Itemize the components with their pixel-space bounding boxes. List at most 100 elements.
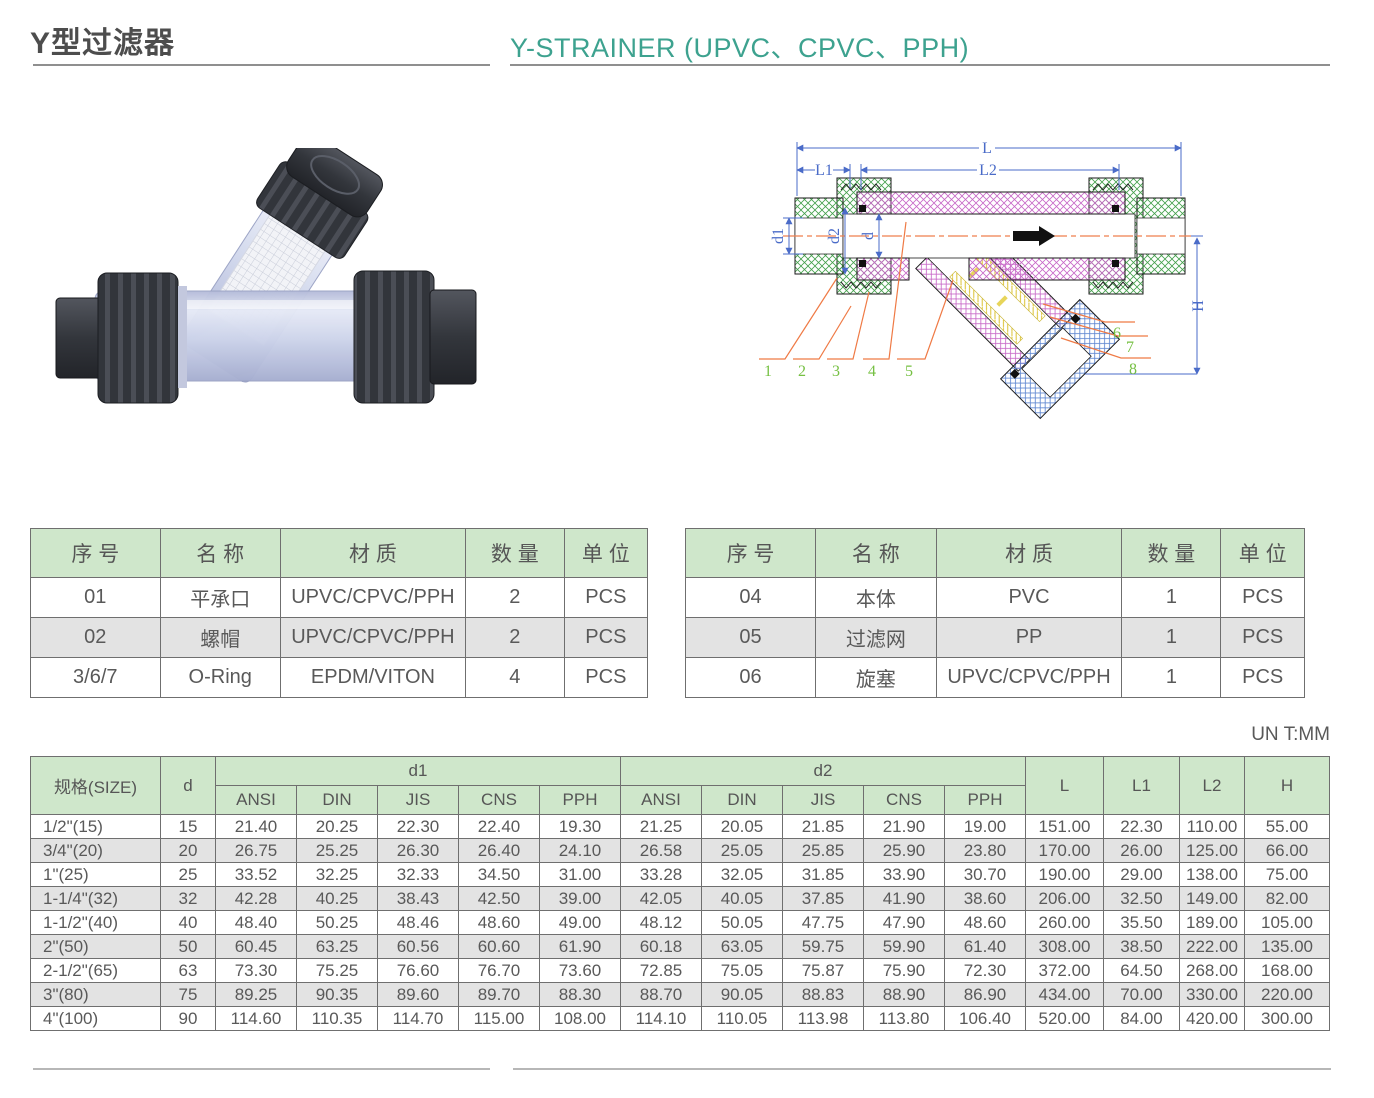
product-photo — [55, 148, 477, 404]
value-cell: 63.05 — [701, 934, 783, 959]
value-cell: 108.00 — [539, 1006, 621, 1031]
col-header-L1: L1 — [1103, 756, 1180, 815]
value-cell: UPVC/CPVC/PPH — [279, 577, 466, 618]
value-cell: 82.00 — [1244, 886, 1330, 911]
value-cell: 135.00 — [1244, 934, 1330, 959]
value-cell: PCS — [1220, 657, 1305, 698]
value-cell: 89.60 — [377, 982, 459, 1007]
value-cell: 32.50 — [1103, 886, 1180, 911]
dim-label-L1: L1 — [815, 162, 833, 179]
value-cell: 1 — [1121, 657, 1222, 698]
parts-right-body: 04 本体 PVC 1 PCS 05 过滤网 PP 1 PCS 06 旋塞 UPVC/CPVC/PPH 1… — [685, 577, 1305, 698]
value-cell: 20.05 — [701, 814, 783, 839]
table-row: 1-1/2"(40) 40 48.40 50.25 48.46 48.60 49.00 48.… — [30, 910, 1330, 935]
value-cell: UPVC/CPVC/PPH — [279, 617, 466, 658]
value-cell: 32 — [160, 886, 216, 911]
value-cell: 21.90 — [863, 814, 945, 839]
value-cell: 86.90 — [944, 982, 1026, 1007]
value-cell: 37.85 — [782, 886, 864, 911]
value-cell: 22.40 — [458, 814, 540, 839]
value-cell: 22.30 — [377, 814, 459, 839]
value-cell: 25 — [160, 862, 216, 887]
value-cell: 151.00 — [1025, 814, 1104, 839]
title-underline-right — [510, 64, 1330, 66]
value-cell: 268.00 — [1179, 958, 1245, 983]
parts-table-left: 序 号 名 称 材 质 数 量 单 位 01 平承口 UPVC/CPVC/PPH 2 P… — [30, 528, 649, 698]
value-cell: 75 — [160, 982, 216, 1007]
value-cell: 75.00 — [1244, 862, 1330, 887]
value-cell: 过滤网 — [814, 617, 937, 658]
value-cell: 21.25 — [620, 814, 702, 839]
value-cell: PCS — [563, 617, 649, 658]
row-label-cell: 04 — [685, 577, 816, 618]
row-label-cell: 2-1/2"(65) — [30, 958, 161, 983]
parts-left-body: 01 平承口 UPVC/CPVC/PPH 2 PCS 02 螺帽 UPVC/CPVC/PPH 2… — [30, 577, 649, 698]
value-cell: 48.40 — [215, 910, 297, 935]
title-underline-left — [33, 64, 490, 66]
value-cell: 螺帽 — [159, 617, 281, 658]
value-cell: PCS — [563, 577, 649, 618]
col-header-unit: 单 位 — [1220, 528, 1305, 578]
col-header-size: 规格(SIZE) — [30, 756, 161, 815]
table-row: 02 螺帽 UPVC/CPVC/PPH 2 PCS — [30, 617, 649, 658]
unit-note: UN T:MM — [1251, 724, 1330, 745]
value-cell: 50 — [160, 934, 216, 959]
row-label-cell: 05 — [685, 617, 816, 658]
value-cell: 1 — [1121, 617, 1222, 658]
value-cell: 32.25 — [296, 862, 378, 887]
value-cell: 149.00 — [1179, 886, 1245, 911]
value-cell: 206.00 — [1025, 886, 1104, 911]
dim-label-L: L — [982, 140, 992, 157]
value-cell: 106.40 — [944, 1006, 1026, 1031]
value-cell: 90 — [160, 1006, 216, 1031]
table-row: 2-1/2"(65) 63 73.30 75.25 76.60 76.70 73.60 72.… — [30, 958, 1330, 983]
value-cell: 21.40 — [215, 814, 297, 839]
value-cell: 88.70 — [620, 982, 702, 1007]
col-header-d1-ansi: ANSI — [215, 785, 297, 815]
dims-standards-header-row: ANSI DIN JIS CNS PPH ANSI DIN JIS CNS PP… — [31, 785, 1330, 815]
col-header-d2-pph: PPH — [944, 785, 1026, 815]
value-cell: 15 — [160, 814, 216, 839]
technical-diagram: L L1 L2 d1 d2 d H 1 2 3 4 5 6 7 8 — [759, 140, 1207, 420]
filter-screen — [949, 270, 1023, 345]
value-cell: PCS — [1220, 577, 1305, 618]
value-cell: 222.00 — [1179, 934, 1245, 959]
value-cell: 26.75 — [215, 838, 297, 863]
value-cell: 2 — [464, 617, 565, 658]
right-union-nut — [353, 270, 435, 404]
footer-rule-right — [513, 1068, 1331, 1070]
col-header-number: 序 号 — [30, 528, 161, 578]
value-cell: 21.85 — [782, 814, 864, 839]
value-cell: 32.33 — [377, 862, 459, 887]
value-cell: 42.28 — [215, 886, 297, 911]
value-cell: 113.98 — [782, 1006, 864, 1031]
value-cell: 70.00 — [1103, 982, 1180, 1007]
col-header-unit: 单 位 — [563, 528, 649, 578]
value-cell: 89.25 — [215, 982, 297, 1007]
table-row: 1"(25) 25 33.52 32.25 32.33 34.50 31.00 33.28 32… — [30, 862, 1330, 887]
value-cell: 1 — [1121, 577, 1222, 618]
page-title-english: Y-STRAINER (UPVC、CPVC、PPH) — [510, 33, 970, 63]
col-header-name: 名 称 — [814, 528, 937, 578]
value-cell: 372.00 — [1025, 958, 1104, 983]
row-label-cell: 3"(80) — [30, 982, 161, 1007]
row-label-cell: 06 — [685, 657, 816, 698]
col-group-d2: d2 — [620, 756, 1026, 786]
table-row: 05 过滤网 PP 1 PCS — [685, 617, 1305, 658]
col-header-H: H — [1244, 756, 1330, 815]
value-cell: 50.25 — [296, 910, 378, 935]
value-cell: 168.00 — [1244, 958, 1330, 983]
col-header-d2-ansi: ANSI — [620, 785, 702, 815]
value-cell: 旋塞 — [814, 657, 937, 698]
value-cell: 61.40 — [944, 934, 1026, 959]
value-cell: 35.50 — [1103, 910, 1180, 935]
value-cell: O-Ring — [159, 657, 281, 698]
value-cell: 47.75 — [782, 910, 864, 935]
value-cell: 25.90 — [863, 838, 945, 863]
value-cell: 115.00 — [458, 1006, 540, 1031]
value-cell: 105.00 — [1244, 910, 1330, 935]
value-cell: 520.00 — [1025, 1006, 1104, 1031]
value-cell: 75.87 — [782, 958, 864, 983]
col-group-d1: d1 — [215, 756, 621, 786]
